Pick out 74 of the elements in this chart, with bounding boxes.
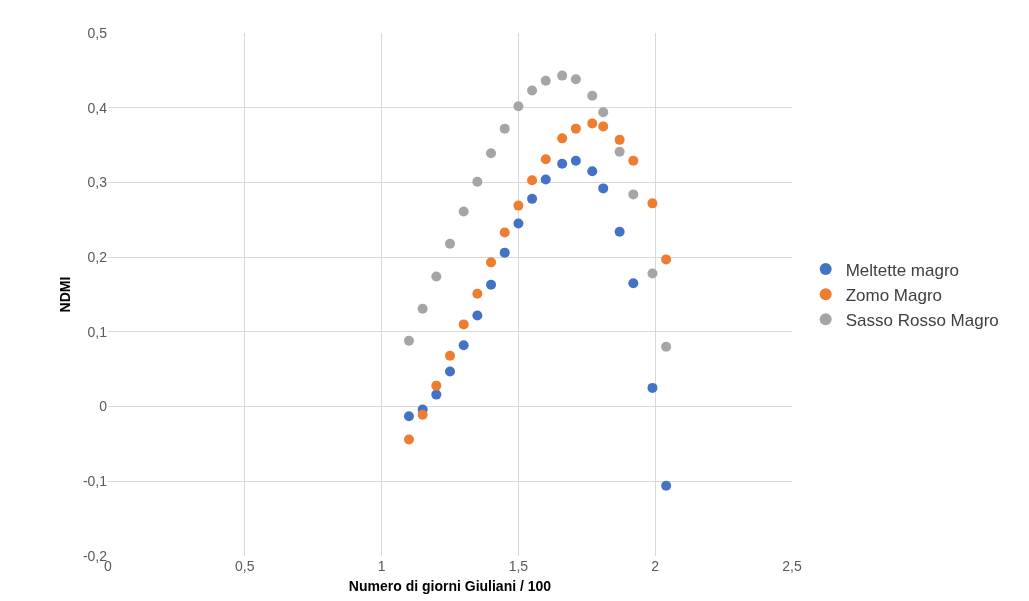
point	[486, 279, 497, 290]
point	[458, 206, 469, 217]
point	[557, 70, 568, 81]
point	[445, 238, 455, 249]
point	[417, 409, 428, 420]
point	[472, 288, 483, 299]
point	[431, 380, 442, 391]
point	[557, 133, 568, 144]
legend-label: Zomo Magro	[845, 285, 943, 305]
point	[628, 189, 639, 200]
x-axis-title: Numero di giorni Giuliani / 100	[348, 578, 552, 595]
point	[472, 176, 483, 187]
point	[647, 382, 658, 393]
x-tick-label: 2	[651, 558, 660, 574]
y-tick-label: 0,3	[87, 174, 108, 191]
point	[614, 146, 625, 157]
x-tick-label: 2,5	[782, 558, 802, 574]
point	[628, 155, 639, 166]
y-tick-label: 0,2	[87, 249, 108, 266]
point	[527, 85, 538, 96]
y-axis-title: NDMI	[57, 276, 73, 313]
point	[458, 340, 469, 351]
point	[513, 200, 524, 211]
point	[614, 226, 625, 237]
x-tick-label: 1	[377, 558, 386, 574]
point	[570, 74, 581, 85]
point	[472, 310, 483, 321]
point	[499, 227, 510, 238]
point	[431, 271, 442, 282]
x-tick-label: 1,5	[508, 558, 529, 574]
point	[445, 350, 455, 361]
y-tick-label: 0,4	[87, 99, 108, 116]
point	[445, 366, 455, 377]
point	[628, 278, 639, 289]
point	[527, 175, 538, 186]
point	[570, 155, 581, 166]
point	[458, 319, 469, 330]
point	[587, 90, 598, 101]
point	[647, 198, 658, 209]
point	[499, 247, 510, 258]
point	[540, 174, 551, 185]
point	[417, 303, 428, 314]
point	[661, 480, 672, 491]
point	[513, 101, 524, 112]
point	[587, 166, 598, 177]
point	[499, 123, 510, 134]
point	[527, 193, 538, 204]
point	[486, 257, 497, 268]
point	[403, 411, 414, 422]
point	[557, 158, 568, 169]
point	[647, 268, 658, 279]
y-tick-label: -0,1	[82, 473, 108, 490]
point	[598, 183, 609, 194]
point	[403, 434, 414, 445]
point	[598, 121, 609, 132]
legend-label: Meltette magro	[845, 260, 960, 280]
point	[614, 134, 625, 145]
legend-label: Sasso Rosso Magro	[845, 310, 999, 330]
point	[540, 154, 551, 165]
point	[570, 123, 581, 134]
point	[486, 148, 497, 159]
y-tick-label: -0,2	[82, 547, 108, 564]
point	[661, 254, 672, 265]
point	[540, 75, 551, 86]
point	[587, 118, 598, 129]
y-tick-label: 0,5	[87, 24, 108, 41]
y-tick-label: 0,1	[87, 323, 108, 340]
point	[661, 341, 672, 352]
point	[431, 389, 442, 400]
y-tick-label: 0	[99, 398, 108, 415]
point	[403, 335, 414, 346]
point	[598, 107, 609, 118]
point	[513, 218, 524, 229]
x-tick-label: 0,5	[235, 558, 255, 574]
